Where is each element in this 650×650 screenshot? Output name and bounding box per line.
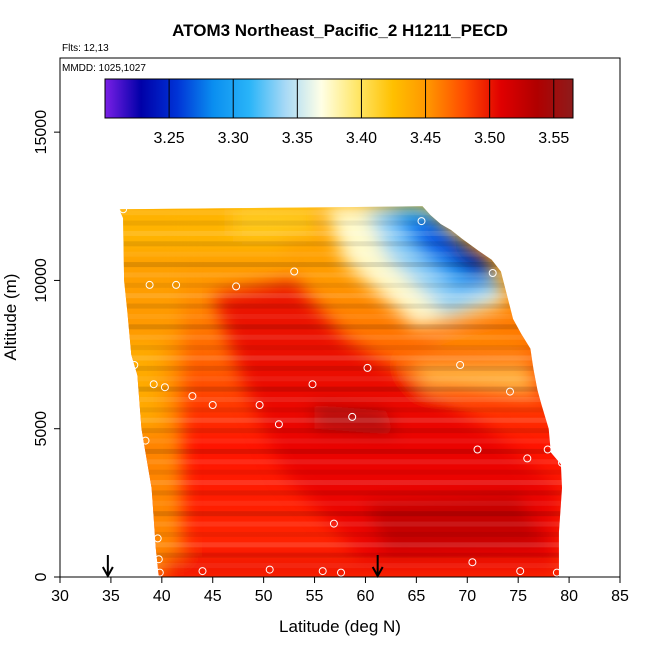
y-tick-label: 10000 — [33, 258, 50, 303]
observation-point — [329, 519, 338, 528]
observation-point — [473, 445, 482, 454]
observation-point — [155, 568, 164, 577]
observation-point — [468, 558, 477, 567]
observation-point — [290, 267, 299, 276]
x-tick-label: 75 — [509, 588, 527, 605]
colorbar-tick-label: 3.50 — [474, 130, 505, 147]
colorbar-tick-label: 3.30 — [218, 130, 249, 147]
y-axis-label: Altitude (m) — [1, 274, 20, 361]
observation-point — [188, 392, 197, 401]
observation-point — [154, 555, 163, 564]
observation-point — [198, 567, 207, 576]
observation-point — [488, 269, 497, 277]
x-tick-label: 85 — [611, 588, 629, 605]
flight-leg-markers — [101, 555, 384, 579]
observation-point — [532, 353, 541, 362]
observation-point — [516, 567, 525, 576]
observation-point — [523, 454, 532, 463]
observation-point — [130, 361, 139, 369]
observation-point — [552, 568, 561, 577]
observation-point — [145, 280, 154, 289]
x-tick-label: 80 — [560, 588, 578, 605]
y-axis: 0 5000 10000 15000 — [33, 110, 61, 581]
observation-point — [119, 205, 128, 214]
down-arrow-icon — [371, 555, 384, 579]
mmdd-label: MMDD: 1025,1027 — [62, 63, 146, 74]
x-tick-label: 70 — [458, 588, 476, 605]
observation-point — [208, 401, 217, 409]
observation-point — [149, 380, 158, 389]
observation-point — [153, 534, 162, 543]
observation-point — [558, 458, 566, 467]
observation-point — [337, 568, 345, 577]
observation-point — [348, 412, 357, 421]
y-tick-label: 15000 — [33, 110, 50, 155]
x-tick-label: 45 — [204, 588, 222, 605]
observation-point — [172, 280, 181, 289]
colorbar-gradient — [104, 78, 574, 119]
y-tick-label: 5000 — [33, 411, 50, 447]
observation-point — [417, 217, 426, 226]
x-axis: 30 35 40 45 50 55 60 65 70 75 80 85 — [51, 576, 629, 605]
observation-point — [506, 387, 514, 396]
colorbar-tick-label: 3.25 — [154, 130, 185, 147]
x-tick-label: 55 — [306, 588, 324, 605]
x-tick-label: 60 — [357, 588, 375, 605]
x-tick-label: 35 — [102, 588, 120, 605]
y-tick-label: 0 — [33, 572, 50, 581]
observation-point — [141, 436, 150, 445]
observation-points — [119, 205, 566, 577]
observation-point — [543, 445, 552, 454]
x-tick-label: 50 — [255, 588, 273, 605]
x-axis-label: Latitude (deg N) — [279, 617, 401, 636]
observation-point — [160, 383, 169, 392]
observation-point — [308, 380, 317, 389]
chart-title: ATOM3 Northeast_Pacific_2 H1211_PECD — [172, 21, 508, 40]
heatmap-field — [119, 206, 562, 578]
observation-point — [318, 567, 327, 576]
colorbar-tick-label: 3.35 — [282, 130, 313, 147]
x-tick-label: 65 — [407, 588, 425, 605]
observation-point — [265, 565, 274, 574]
observation-point — [456, 361, 465, 369]
x-tick-label: 40 — [153, 588, 171, 605]
observation-point — [232, 282, 241, 291]
observation-point — [274, 420, 283, 429]
colorbar: 3.25 3.30 3.35 3.40 3.45 3.50 3.55 — [104, 78, 574, 147]
colorbar-tick-label: 3.55 — [538, 130, 569, 147]
colorbar-tick-label: 3.40 — [346, 130, 377, 147]
flights-label: Flts: 12,13 — [62, 43, 109, 54]
x-tick-label: 30 — [51, 588, 69, 605]
down-arrow-icon — [101, 555, 114, 579]
observation-point — [255, 401, 264, 409]
observation-point — [363, 363, 372, 372]
colorbar-tick-label: 3.45 — [410, 130, 441, 147]
